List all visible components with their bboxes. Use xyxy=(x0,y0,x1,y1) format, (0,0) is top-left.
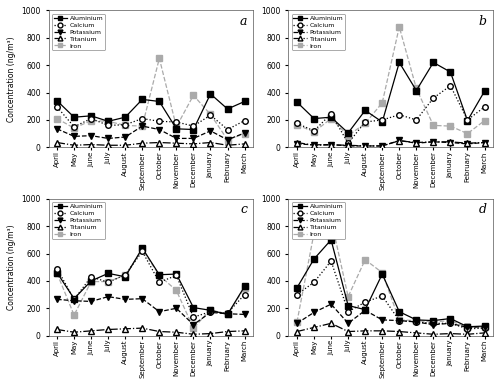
Legend: Aluminium, Calcium, Potassium, Titanium, Iron: Aluminium, Calcium, Potassium, Titanium,… xyxy=(52,13,106,50)
Text: d: d xyxy=(479,203,487,216)
Text: a: a xyxy=(240,15,247,28)
Legend: Aluminium, Calcium, Potassium, Titanium, Iron: Aluminium, Calcium, Potassium, Titanium,… xyxy=(52,202,106,239)
Legend: Aluminium, Calcium, Potassium, Titanium, Iron: Aluminium, Calcium, Potassium, Titanium,… xyxy=(292,13,346,50)
Y-axis label: Concentration (ng/m³): Concentration (ng/m³) xyxy=(7,224,16,310)
Y-axis label: Concentration (ng/m³): Concentration (ng/m³) xyxy=(7,36,16,122)
Legend: Aluminium, Calcium, Potassium, Titanium, Iron: Aluminium, Calcium, Potassium, Titanium,… xyxy=(292,202,346,239)
Text: c: c xyxy=(240,203,247,216)
Text: b: b xyxy=(479,15,487,28)
